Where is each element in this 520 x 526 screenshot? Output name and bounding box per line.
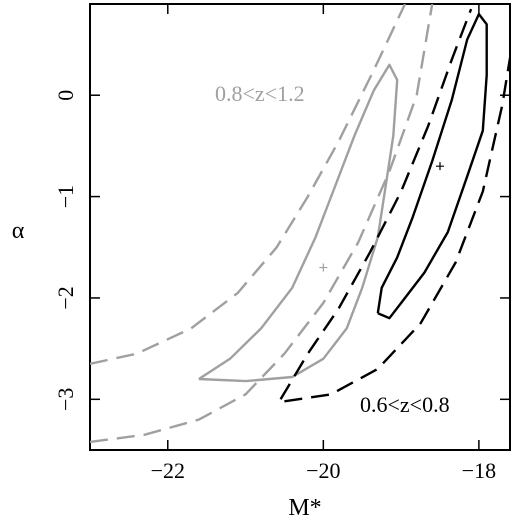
axis-tick-labels: −22 −20 −18 0 −1 −2 −3 (53, 90, 496, 483)
contour-dashed-series-0-1 (90, 4, 407, 365)
contour-dashed-series-0-2 (90, 4, 434, 444)
y-tick-label: −2 (53, 286, 78, 309)
best-fit-layer (319, 162, 444, 272)
best-fit-marker-series-0 (319, 263, 328, 272)
contour-layer (90, 4, 510, 444)
x-tick-label: −22 (151, 458, 185, 483)
y-tick-label: −3 (53, 388, 78, 411)
y-tick-label: −1 (53, 185, 78, 208)
x-axis-title: M* (288, 495, 321, 521)
y-tick-label: 0 (53, 90, 78, 101)
best-fit-marker-series-1 (436, 162, 444, 171)
y-axis-title: α (12, 218, 25, 244)
annotation-low-z: 0.6<z<0.8 (360, 392, 450, 417)
axis-ticks (90, 4, 510, 450)
contour-solid-series-0-0 (198, 63, 399, 383)
x-tick-label: −20 (306, 458, 340, 483)
x-tick-label: −18 (462, 458, 496, 483)
contour-dashed-series-1-1 (279, 8, 473, 400)
contour-solid-series-1-0 (376, 12, 488, 320)
contour-dashed-series-1-2 (284, 50, 510, 403)
plot-frame (89, 3, 511, 451)
annotation-high-z: 0.8<z<1.2 (215, 81, 305, 106)
